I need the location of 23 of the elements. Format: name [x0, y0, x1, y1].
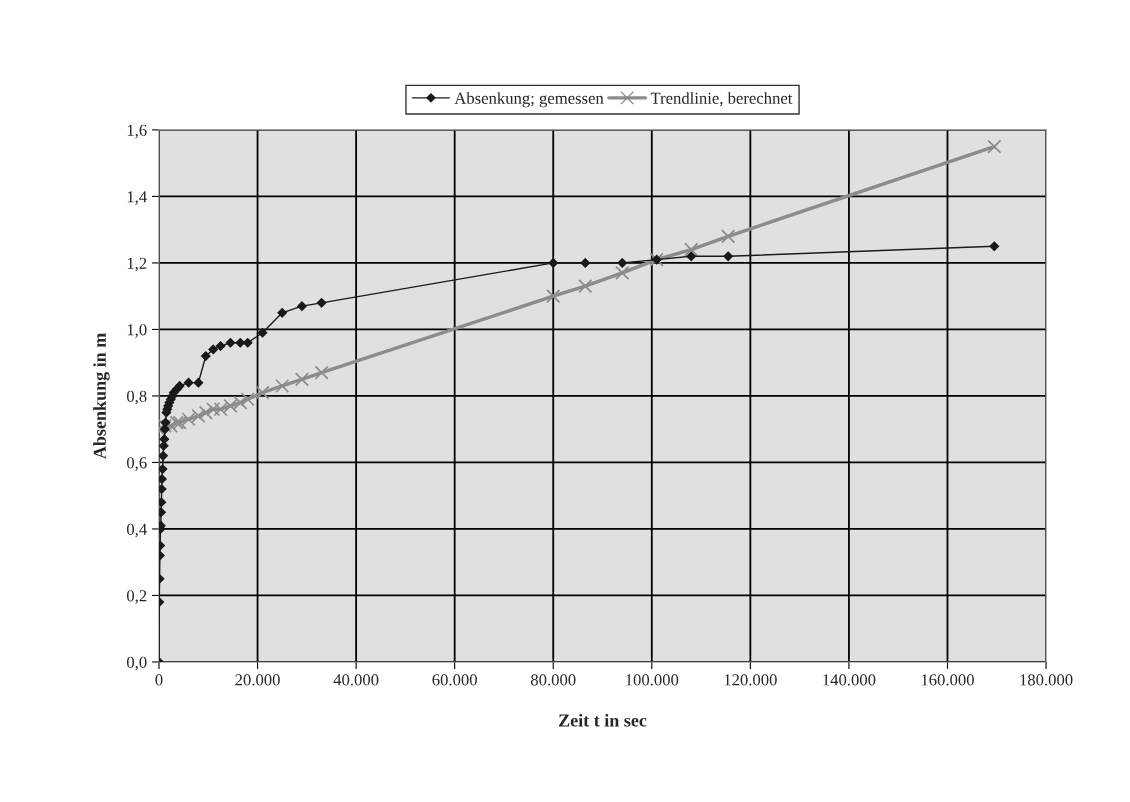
y-tick-label: 0,0 [126, 656, 147, 671]
y-tick-label: 1,0 [127, 324, 147, 338]
y-tick-label: 0,6 [126, 457, 147, 471]
x-tick-label: 0 [155, 674, 163, 686]
y-axis-title: Absenkung in m [93, 333, 110, 459]
x-tick-label: 180.000 [1020, 674, 1073, 686]
y-tick-label: 1,4 [127, 191, 147, 205]
x-axis-title: Zeit t in sec [559, 713, 647, 727]
x-tick-label: 140.000 [823, 674, 876, 686]
y-tick-label: 1,2 [127, 257, 147, 272]
x-tick-label: 40.000 [333, 674, 379, 686]
x-tick-label: 160.000 [921, 674, 974, 686]
x-tick-label: 100.000 [626, 674, 679, 686]
legend-label: Trendlinie, berechnet [650, 92, 793, 107]
x-tick-label: 120.000 [724, 674, 777, 686]
x-tick-label: 80.000 [530, 674, 576, 686]
x-tick-label: 20.000 [235, 674, 280, 686]
y-tick-label: 1,6 [127, 124, 147, 139]
legend-label: Absenkung; gemessen [454, 92, 604, 108]
y-tick-label: 0,2 [126, 590, 147, 604]
x-tick-label: 60.000 [432, 674, 477, 686]
y-tick-label: 0,8 [126, 390, 147, 405]
y-tick-label: 0,4 [126, 523, 147, 538]
